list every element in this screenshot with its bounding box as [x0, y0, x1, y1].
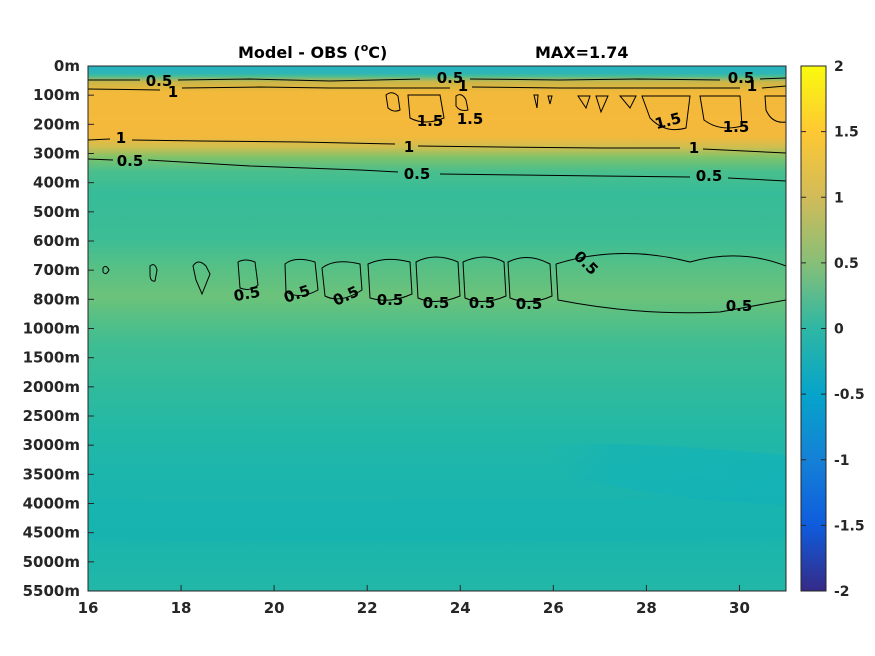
x-tick-label: 18: [171, 599, 192, 617]
contour-lines: [87, 77, 787, 314]
x-tick-label: 30: [729, 599, 750, 617]
contour-label: 0.5: [696, 167, 723, 185]
contour-line-1.5-a: [385, 92, 401, 112]
x-tick-label: 16: [78, 599, 99, 617]
y-axis-ticks: 0m 100m 200m 300m 400m 500m 600m 700m 800m 1000m 1…: [23, 57, 94, 600]
contour-label: 0.5: [232, 283, 261, 305]
contour-label: 0.5: [146, 72, 173, 90]
x-tick-label: 24: [450, 599, 471, 617]
y-tick-label: 600m: [33, 232, 80, 250]
contour-label: 0.5: [726, 297, 753, 315]
x-axis-ticks: 16 18 20 22 24 26 28 30: [78, 585, 750, 617]
contour-line-0.5-row-6: [462, 256, 507, 302]
contour-line-1.5-e: [577, 95, 637, 114]
y-tick-label: 1000m: [23, 320, 80, 338]
contour-label: 1: [116, 129, 126, 147]
contour-label: 0.5: [516, 295, 543, 313]
contour-label: 0.5: [117, 152, 144, 170]
contour-label: 1.5: [417, 112, 444, 130]
contour-label: 1: [168, 83, 178, 101]
contour-label: 0.5: [437, 69, 464, 87]
colorbar-tick-label: -1.5: [834, 518, 865, 534]
y-tick-label: 4000m: [23, 495, 80, 513]
colorbar-tick-label: 2: [834, 59, 844, 75]
colorbar-tick-label: 0.5: [834, 256, 859, 272]
colorbar-ticks: 2 1.5 1 0.5 0 -0.5 -1 -1.5 -2: [801, 59, 865, 600]
y-tick-label: 300m: [33, 145, 80, 163]
contour-line-0.5-row-3: [321, 261, 363, 300]
contour-line-0.5-lower: [87, 158, 787, 182]
contour-label: 0.5: [423, 294, 450, 312]
x-tick-label: 20: [264, 599, 285, 617]
heatmap-background: [88, 66, 786, 591]
contour-line-0.5-row-2: [284, 258, 319, 296]
max-annotation: MAX=1.74: [535, 43, 629, 62]
y-tick-label: 4500m: [23, 524, 80, 542]
contour-line-0.5-row-4: [367, 258, 413, 301]
y-tick-label: 400m: [33, 174, 80, 192]
x-tick-label: 22: [357, 599, 378, 617]
y-tick-label: 0m: [54, 57, 80, 75]
x-tick-label: 28: [636, 599, 657, 617]
contour-line-0.5-row-1: [237, 259, 259, 290]
contour-label: 0.5: [377, 291, 404, 309]
contour-line-0.5-blob-2: [149, 264, 158, 282]
colorbar-tick-label: -0.5: [834, 387, 865, 403]
y-tick-label: 200m: [33, 115, 80, 133]
contour-line-1.5-d: [533, 94, 553, 109]
y-tick-label: 800m: [33, 290, 80, 308]
contour-line-1.5-b: [407, 94, 445, 123]
contour-line-1-lower: [87, 138, 787, 154]
deep-cool-patch: [545, 443, 786, 505]
y-tick-label: 5500m: [23, 582, 80, 600]
contour-label: 0.5: [469, 294, 496, 312]
contour-label: 1: [747, 77, 757, 95]
abyssal-band: [88, 495, 786, 543]
y-tick-label: 5000m: [23, 553, 80, 571]
title-group: Model - OBS (oC) MAX=1.74: [238, 41, 629, 62]
colorbar: 2 1.5 1 0.5 0 -0.5 -1 -1.5 -2: [800, 59, 865, 600]
y-tick-label: 3000m: [23, 436, 80, 454]
contour-label: 1: [404, 138, 414, 156]
contour-label: 1: [689, 139, 699, 157]
y-tick-label: 1500m: [23, 349, 80, 367]
contour-label: 1: [458, 77, 468, 95]
contour-line-1-upper: [87, 85, 787, 91]
contour-line-1.5-c: [455, 94, 469, 111]
contour-line-0.5-blob-3: [192, 261, 211, 296]
contour-line-0.5-upper: [88, 77, 787, 82]
contour-label: 1.5: [723, 118, 750, 136]
y-tick-label: 700m: [33, 261, 80, 279]
colorbar-tick-label: 1.5: [834, 125, 859, 141]
x-tick-label: 26: [543, 599, 564, 617]
colorbar-tick-label: 1: [834, 190, 844, 206]
y-tick-label: 500m: [33, 203, 80, 221]
colorbar-tick-label: 0: [834, 322, 844, 338]
contour-label: 1.5: [457, 110, 484, 128]
contour-line-0.5-row-5: [415, 256, 461, 302]
y-tick-label: 2500m: [23, 407, 80, 425]
y-tick-label: 2000m: [23, 378, 80, 396]
surface-strip: [88, 66, 786, 74]
y-tick-label: 3500m: [23, 465, 80, 483]
colorbar-tick-label: -1: [834, 453, 850, 469]
colorbar-tick-label: -2: [834, 584, 850, 600]
contour-line-0.5-blob-1: [102, 265, 110, 275]
y-tick-label: 100m: [33, 86, 80, 104]
contour-label: 0.5: [404, 165, 431, 183]
chart-title: Model - OBS (oC): [238, 41, 387, 62]
contour-line-0.5-row-8: [555, 253, 787, 314]
heatmap-field: [88, 66, 786, 591]
contour-line-0.5-row-7: [507, 257, 553, 302]
contour-label: 0.5: [728, 69, 755, 87]
